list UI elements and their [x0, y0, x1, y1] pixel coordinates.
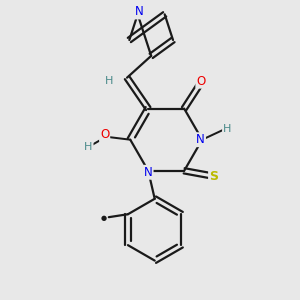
Text: ●: ●	[100, 215, 106, 221]
Text: H: H	[105, 76, 113, 86]
Text: N: N	[196, 133, 205, 146]
Text: N: N	[135, 5, 143, 19]
Text: N: N	[144, 166, 153, 179]
Text: H: H	[84, 142, 93, 152]
Text: O: O	[100, 128, 109, 141]
Text: H: H	[223, 124, 231, 134]
Text: O: O	[196, 75, 206, 88]
Text: S: S	[209, 169, 218, 183]
